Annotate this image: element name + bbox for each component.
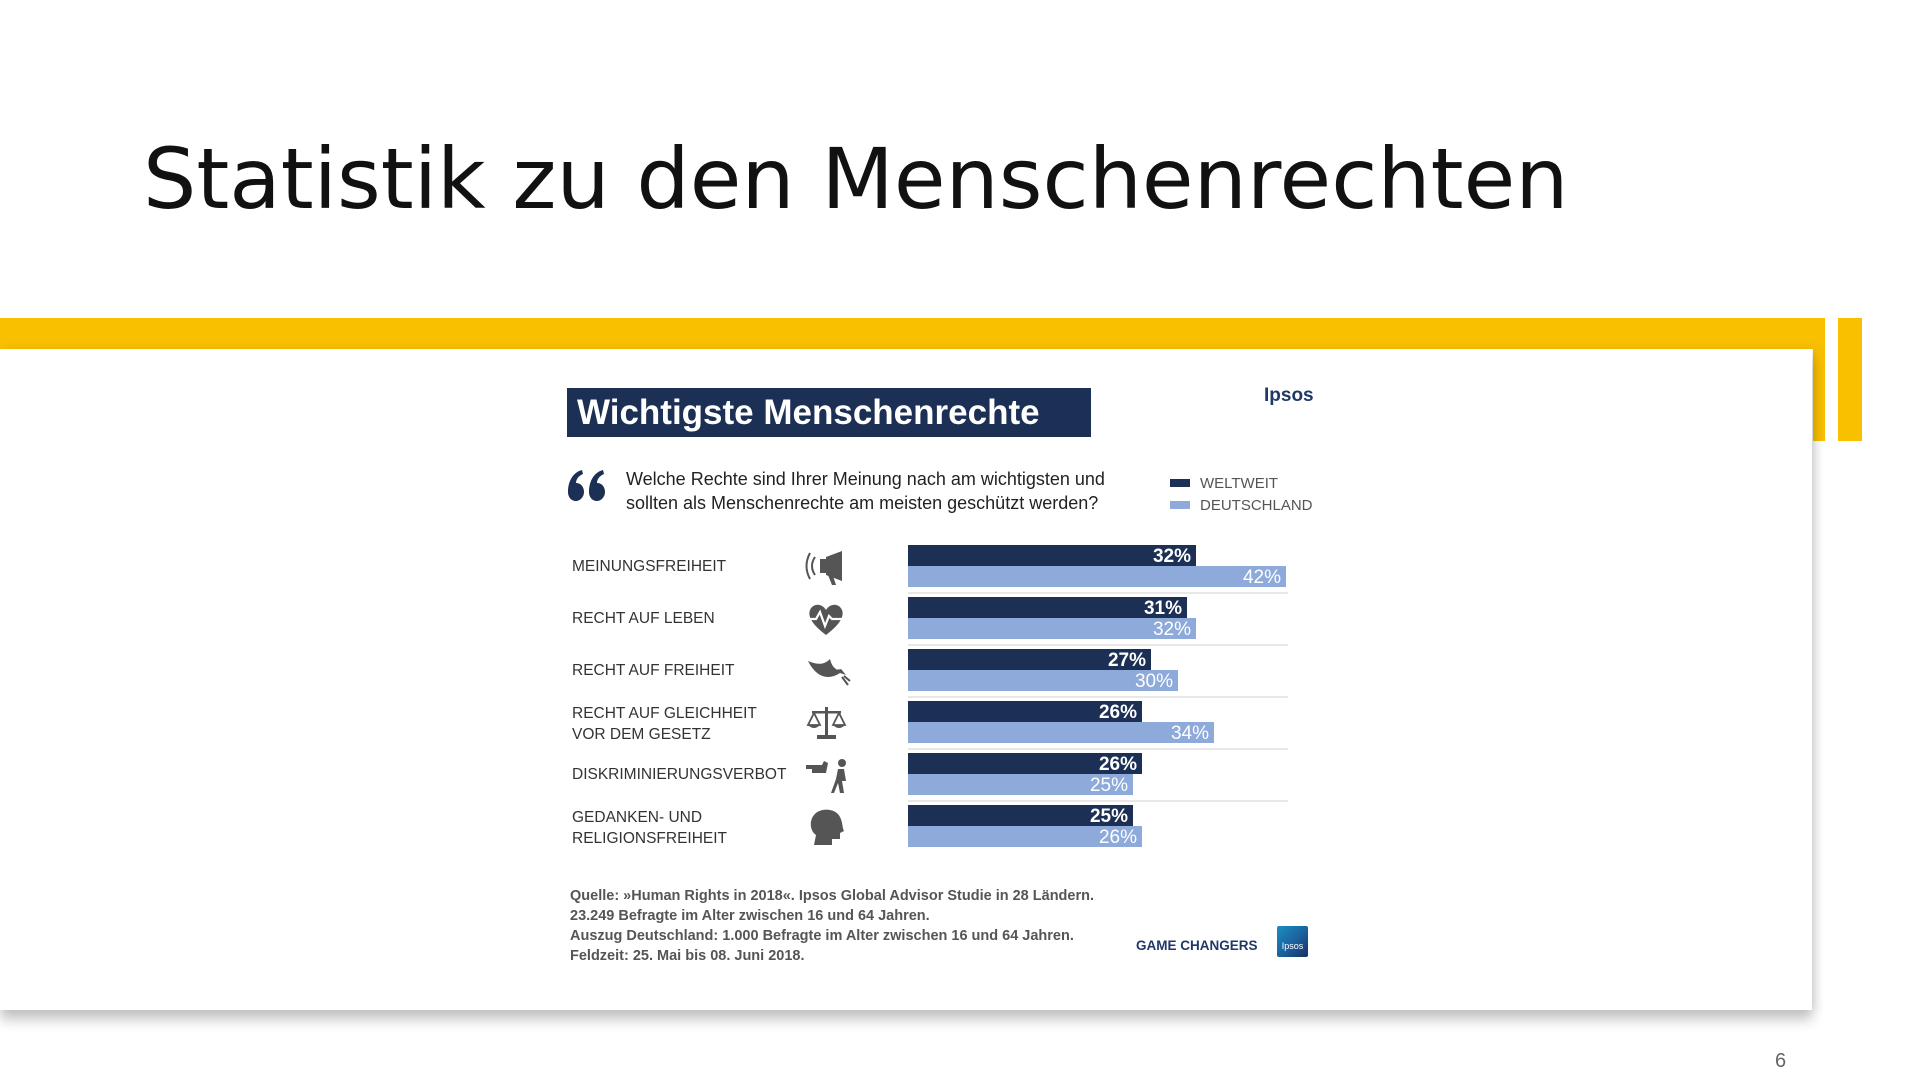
- accent-side-bar-outer: [1838, 318, 1862, 441]
- chart-image-panel: [0, 349, 1812, 1010]
- bar-weltweit: [908, 805, 1133, 826]
- data-label-deutschland: 26%: [1099, 827, 1137, 848]
- bar-chart: MEINUNGSFREIHEIT 32% 42% RECHT AUF LEBEN 31%…: [572, 545, 1288, 854]
- source-line: 23.249 Befragte im Alter zwischen 16 und…: [570, 908, 930, 924]
- data-label-deutschland: 25%: [1090, 775, 1128, 796]
- data-label-weltweit: 27%: [1108, 650, 1146, 671]
- megaphone-icon: [805, 551, 842, 585]
- data-label-weltweit: 32%: [1153, 546, 1191, 567]
- bar-deutschland: [908, 566, 1286, 587]
- category-label: RECHT AUF FREIHEIT: [572, 662, 735, 679]
- category-label: RECHT AUF GLEICHHEIT: [572, 705, 757, 722]
- category-label: MEINUNGSFREIHEIT: [572, 558, 727, 575]
- accent-side-bar: [1813, 318, 1825, 441]
- head-icon: [810, 809, 844, 845]
- bar-weltweit: [908, 753, 1142, 774]
- data-label-weltweit: 26%: [1099, 702, 1137, 723]
- data-label-deutschland: 32%: [1153, 619, 1191, 640]
- data-label-deutschland: 42%: [1243, 567, 1281, 588]
- data-label-deutschland: 34%: [1171, 723, 1209, 744]
- bar-deutschland: [908, 722, 1214, 743]
- category-label: DISKRIMINIERUNGSVERBOT: [572, 766, 787, 783]
- data-label-weltweit: 25%: [1090, 806, 1128, 827]
- category-label: RECHT AUF LEBEN: [572, 610, 715, 627]
- source-line: Feldzeit: 25. Mai bis 08. Juni 2018.: [570, 948, 805, 964]
- category-label: VOR DEM GESETZ: [572, 726, 711, 743]
- bar-weltweit: [908, 597, 1187, 618]
- brand-name: Ipsos: [1264, 385, 1314, 406]
- ipsos-logo: Ipsos: [1277, 926, 1308, 957]
- data-label-weltweit: 26%: [1099, 754, 1137, 775]
- legend-swatch-weltweit: [1170, 479, 1190, 487]
- scales-icon: [806, 707, 847, 739]
- chart-legend: WELTWEIT DEUTSCHLAND: [1170, 472, 1313, 516]
- pointing-person-icon: [806, 759, 846, 793]
- quote-icon: [568, 470, 605, 501]
- bar-weltweit: [908, 545, 1196, 566]
- bar-weltweit: [908, 649, 1151, 670]
- legend-label-deutschland: DEUTSCHLAND: [1200, 496, 1313, 514]
- bar-deutschland: [908, 774, 1133, 795]
- page-number: 6: [1775, 1050, 1787, 1072]
- bar-weltweit: [908, 701, 1142, 722]
- legend-swatch-deutschland: [1170, 501, 1190, 509]
- category-label: RELIGIONSFREIHEIT: [572, 830, 728, 847]
- source-line: Quelle: »Human Rights in 2018«. Ipsos Gl…: [570, 888, 1094, 904]
- heartbeat-icon: [804, 604, 848, 635]
- accent-bar: [0, 318, 1823, 349]
- category-label: GEDANKEN- UND: [572, 809, 702, 826]
- legend-item-weltweit: WELTWEIT: [1170, 472, 1313, 494]
- data-label-deutschland: 30%: [1135, 671, 1173, 692]
- chart-title: Wichtigste Menschenrechte: [567, 388, 1091, 437]
- source-note: Quelle: »Human Rights in 2018«. Ipsos Gl…: [570, 886, 1170, 966]
- bar-deutschland: [908, 618, 1196, 639]
- game-changers-tagline: GAME CHANGERS: [1136, 938, 1258, 953]
- dove-icon: [808, 659, 851, 686]
- slide-title: Statistik zu den Menschenrechten: [143, 130, 1569, 228]
- legend-label-weltweit: WELTWEIT: [1200, 474, 1279, 492]
- legend-item-deutschland: DEUTSCHLAND: [1170, 494, 1313, 516]
- data-label-weltweit: 31%: [1144, 598, 1182, 619]
- source-line: Auszug Deutschland: 1.000 Befragte im Al…: [570, 928, 1074, 944]
- survey-question: Welche Rechte sind Ihrer Meinung nach am…: [626, 469, 1105, 513]
- bar-deutschland: [908, 826, 1142, 847]
- bar-deutschland: [908, 670, 1178, 691]
